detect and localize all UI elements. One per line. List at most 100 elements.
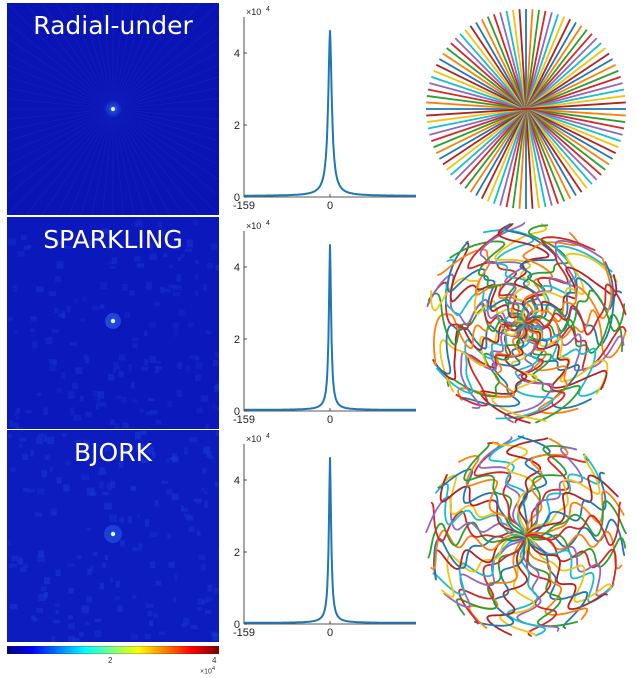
psf-streak — [7, 108, 114, 154]
psf-noise-patch — [52, 360, 58, 365]
psf-noise-patch — [166, 489, 173, 496]
psf-noise-patch — [56, 261, 64, 269]
psf-streak — [112, 108, 219, 197]
psf-streak — [112, 108, 146, 215]
y-exponent: ×10 — [246, 7, 261, 17]
psf-noise-patch — [180, 508, 189, 512]
y-exponent-power: 4 — [266, 6, 270, 13]
psf-streak — [112, 108, 219, 166]
psf-streak — [112, 108, 219, 131]
psf-streak — [7, 52, 114, 110]
trajectory-curve — [525, 322, 609, 395]
psf-noise-patch — [183, 617, 190, 625]
psf-noise-patch — [12, 284, 18, 293]
method-label: SPARKLING — [43, 225, 183, 254]
y-tick-label: 2 — [234, 120, 240, 132]
psf-streak — [80, 108, 114, 215]
method-label: BJORK — [74, 438, 152, 467]
psf-noise-patch — [155, 580, 162, 586]
psf-streak — [112, 108, 219, 215]
psf-noise-patch — [85, 527, 92, 532]
psf-noise-patch — [36, 436, 43, 445]
psf-noise-patch — [141, 366, 149, 371]
y-exponent: ×10 — [246, 221, 261, 231]
psf-noise-patch — [158, 222, 163, 228]
colorbar-tick: 4 — [212, 656, 217, 665]
psf-noise-patch — [176, 284, 182, 291]
trajectory-curve — [525, 535, 589, 629]
psf-noise-patch — [106, 245, 114, 250]
psf-noise-patch — [48, 359, 57, 365]
psf-noise — [7, 219, 219, 429]
y-tick-label: 4 — [234, 262, 240, 274]
psf-noise-patch — [16, 407, 20, 414]
psf-noise-patch — [172, 322, 179, 329]
y-exponent-power: 4 — [266, 433, 270, 440]
psf-noise-patch — [50, 508, 58, 514]
psf-noise-patch — [147, 610, 153, 617]
psf-noise-patch — [54, 276, 62, 283]
psf-noise-patch — [149, 561, 156, 569]
trajectory-curve — [525, 471, 607, 537]
trajectory-curve — [525, 454, 601, 537]
trajectory-plot — [426, 9, 626, 209]
psf-streak — [68, 108, 114, 215]
psf-noise-patch — [136, 263, 144, 268]
psf-noise-patch — [158, 631, 166, 636]
y-tick-label: 2 — [234, 334, 240, 346]
profile-line — [244, 244, 416, 411]
profile-plot-bjork: 0 2 4 ×10 4 -159 0 — [230, 430, 420, 642]
psf-noise-patch — [195, 361, 203, 370]
psf-noise-patch — [68, 587, 74, 594]
psf-noise-patch — [86, 596, 93, 603]
psf-noise-patch — [197, 598, 205, 606]
psf-streak — [112, 108, 219, 142]
psf-noise-patch — [196, 407, 204, 414]
psf-noise-patch — [150, 410, 158, 415]
psf-noise-patch — [169, 457, 177, 461]
psf-noise-patch — [80, 318, 86, 322]
psf-noise-patch — [67, 615, 73, 620]
psf-noise-patch — [137, 543, 143, 551]
psf-streak — [68, 3, 114, 110]
psf-noise-patch — [36, 555, 45, 563]
psf-streak — [112, 108, 219, 120]
trajectory-curve — [524, 438, 569, 537]
psf-noise-patch — [149, 532, 158, 538]
psf-noise-patch — [168, 284, 176, 288]
psf-image-radial: Radial-under — [7, 3, 219, 215]
trajectory-curve — [444, 258, 527, 324]
y-exponent-power: 4 — [266, 220, 270, 227]
psf-noise-patch — [174, 330, 178, 338]
psf-noise-patch — [124, 312, 131, 319]
psf-noise-patch — [104, 444, 111, 452]
psf-noise-patch — [104, 502, 112, 510]
psf-noise-patch — [194, 355, 200, 361]
psf-noise-patch — [167, 533, 172, 539]
psf-noise-patch — [144, 330, 148, 337]
psf-noise-patch — [56, 387, 62, 393]
psf-noise-patch — [99, 402, 107, 407]
psf-streak — [112, 108, 201, 215]
psf-noise-patch — [54, 308, 59, 314]
psf-noise-patch — [122, 422, 129, 429]
psf-noise-patch — [215, 431, 219, 437]
psf-noise-patch — [130, 634, 138, 640]
psf-noise-patch — [51, 636, 56, 642]
psf-noise-patch — [203, 283, 207, 291]
psf-noise-patch — [119, 354, 126, 361]
trajectory-curve — [495, 322, 554, 420]
psf-noise-patch — [149, 355, 157, 364]
psf-noise-patch — [151, 452, 156, 459]
psf-noise-patch — [107, 261, 114, 265]
psf-streak — [112, 3, 135, 110]
psf-noise-patch — [8, 563, 17, 568]
psf-noise-patch — [165, 230, 171, 237]
trajectory-spoke — [426, 101, 626, 117]
psf-noise-patch — [176, 390, 182, 397]
psf-streak — [91, 3, 114, 110]
psf-noise-patch — [195, 290, 199, 297]
psf-noise-patch — [154, 366, 159, 374]
x-tick-label: -159 — [233, 414, 255, 426]
trajectory-sparkling — [420, 217, 632, 429]
